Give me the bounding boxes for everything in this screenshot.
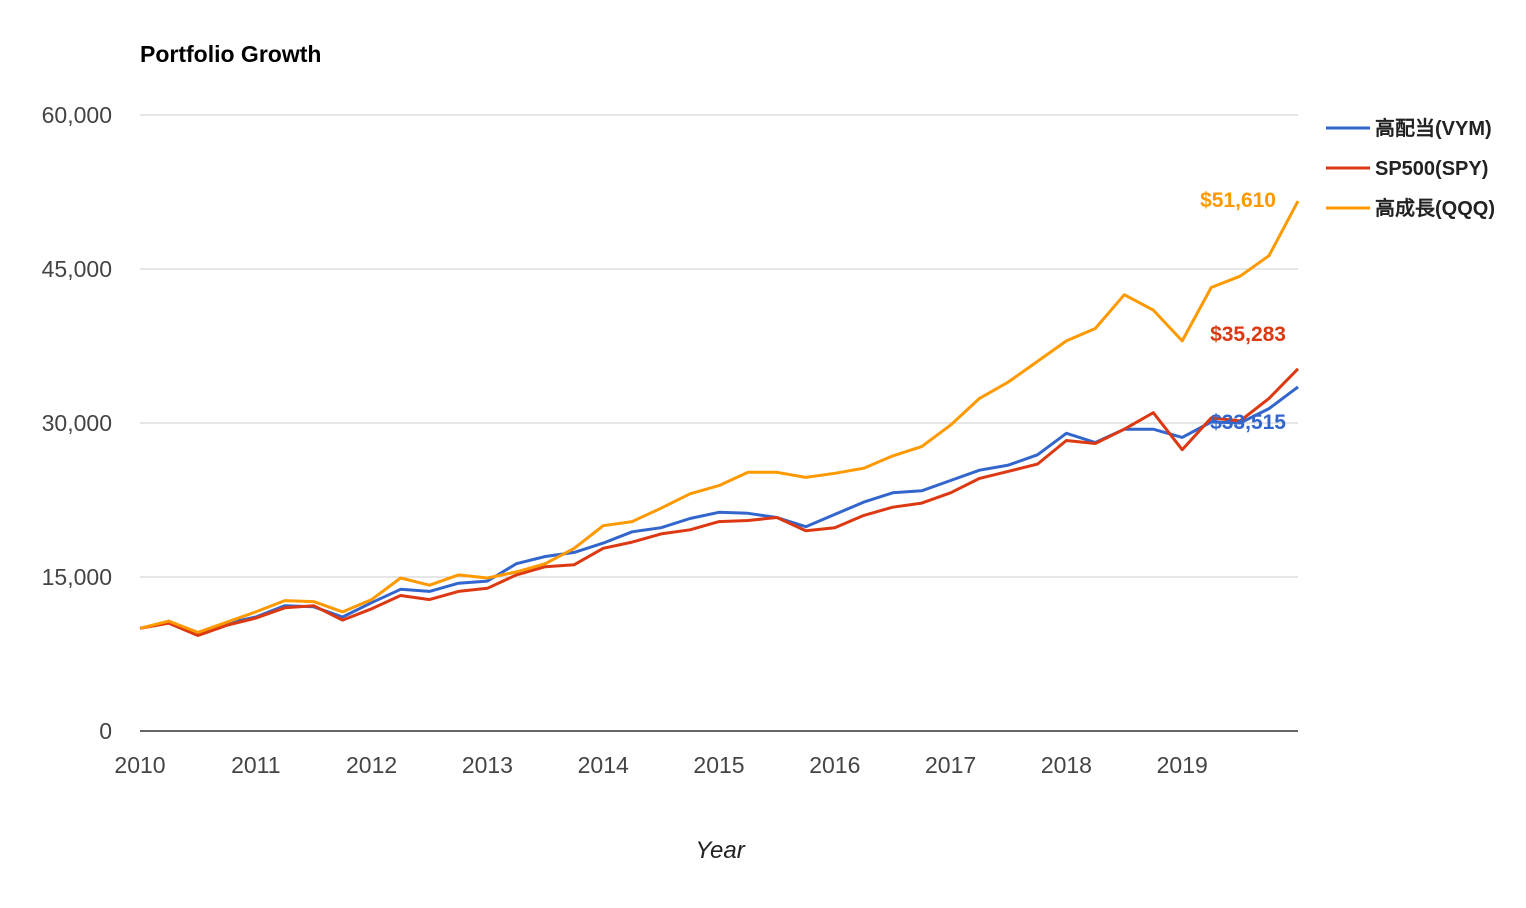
end-value-label: $33,515 <box>1210 411 1286 434</box>
y-tick-label: 45,000 <box>42 256 112 282</box>
legend[interactable]: 高配当(VYM) SP500(SPY) 高成長(QQQ) <box>1326 116 1495 220</box>
legend-item[interactable]: 高配当(VYM) <box>1326 116 1492 140</box>
x-tick-label: 2015 <box>693 752 744 778</box>
x-tick-label: 2014 <box>578 752 629 778</box>
y-tick-label: 0 <box>99 718 112 744</box>
y-axis-ticks: 0 15,000 30,000 45,000 60,000 <box>42 102 112 744</box>
y-tick-label: 15,000 <box>42 564 112 590</box>
series-line-0 <box>139 385 1299 636</box>
legend-item[interactable]: SP500(SPY) <box>1326 158 1488 180</box>
end-value-labels: $33,515 $35,283 $51,610 <box>1200 189 1286 434</box>
series-lines <box>139 200 1300 637</box>
x-tick-label: 2017 <box>925 752 976 778</box>
x-tick-label: 2018 <box>1041 752 1092 778</box>
y-tick-label: 60,000 <box>42 102 112 128</box>
x-tick-label: 2019 <box>1157 752 1208 778</box>
end-value-label: $51,610 <box>1200 189 1276 212</box>
gridlines <box>140 114 1298 732</box>
legend-item[interactable]: 高成長(QQQ) <box>1326 196 1495 220</box>
series-line-1 <box>139 367 1300 637</box>
x-tick-label: 2012 <box>346 752 397 778</box>
x-axis-ticks: 2010 2011 2012 2013 2014 2015 2016 2017 2018 2019 <box>114 752 1207 778</box>
legend-label: SP500(SPY) <box>1375 158 1488 180</box>
chart-title: Portfolio Growth <box>140 41 321 67</box>
y-tick-label: 30,000 <box>42 410 112 436</box>
end-value-label: $35,283 <box>1210 323 1286 346</box>
x-tick-label: 2016 <box>809 752 860 778</box>
legend-label: 高成長(QQQ) <box>1375 196 1495 220</box>
x-axis-title: Year <box>695 837 745 864</box>
x-tick-label: 2010 <box>114 752 165 778</box>
legend-label: 高配当(VYM) <box>1375 116 1492 140</box>
series-line-2 <box>139 200 1300 634</box>
x-tick-label: 2011 <box>231 752 280 778</box>
x-tick-label: 2013 <box>462 752 513 778</box>
